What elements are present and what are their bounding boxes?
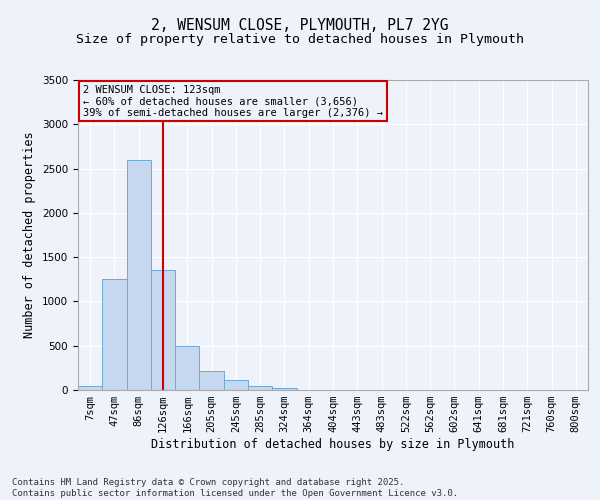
Bar bbox=[224, 380, 248, 390]
X-axis label: Distribution of detached houses by size in Plymouth: Distribution of detached houses by size … bbox=[151, 438, 515, 451]
Bar bbox=[78, 386, 102, 390]
Text: 2 WENSUM CLOSE: 123sqm
← 60% of detached houses are smaller (3,656)
39% of semi-: 2 WENSUM CLOSE: 123sqm ← 60% of detached… bbox=[83, 84, 383, 118]
Text: Size of property relative to detached houses in Plymouth: Size of property relative to detached ho… bbox=[76, 32, 524, 46]
Bar bbox=[151, 270, 175, 390]
Bar bbox=[248, 386, 272, 390]
Bar bbox=[102, 280, 127, 390]
Text: Contains HM Land Registry data © Crown copyright and database right 2025.
Contai: Contains HM Land Registry data © Crown c… bbox=[12, 478, 458, 498]
Bar bbox=[127, 160, 151, 390]
Y-axis label: Number of detached properties: Number of detached properties bbox=[23, 132, 37, 338]
Text: 2, WENSUM CLOSE, PLYMOUTH, PL7 2YG: 2, WENSUM CLOSE, PLYMOUTH, PL7 2YG bbox=[151, 18, 449, 32]
Bar bbox=[199, 371, 224, 390]
Bar bbox=[175, 346, 199, 390]
Bar bbox=[272, 388, 296, 390]
